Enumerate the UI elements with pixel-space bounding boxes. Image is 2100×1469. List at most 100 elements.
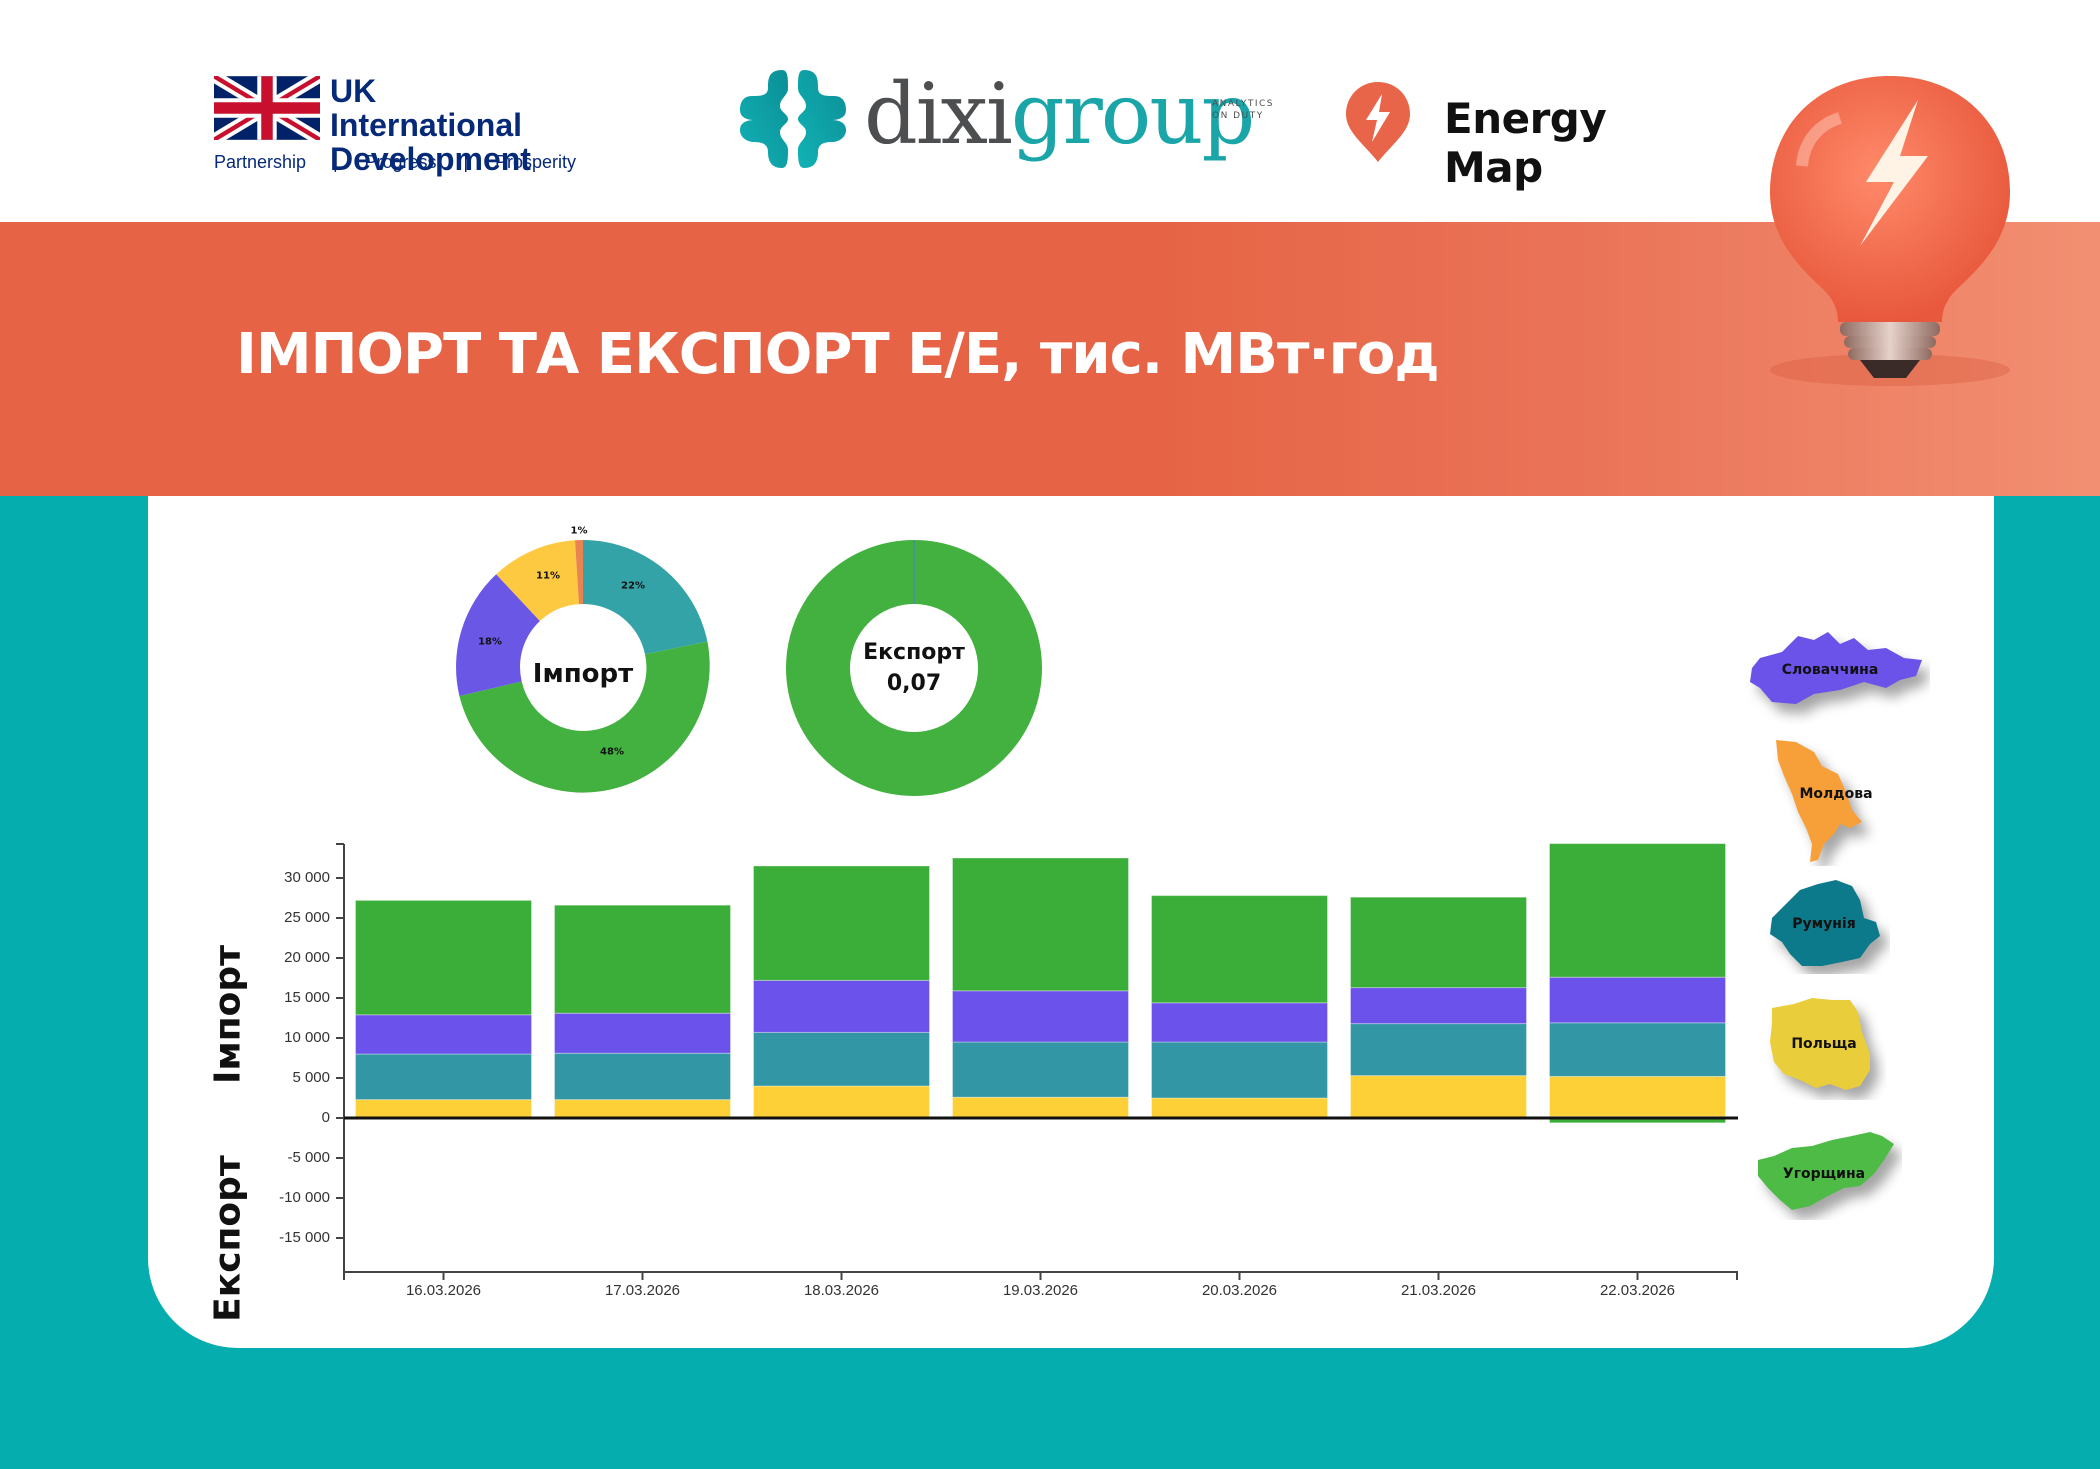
uk-logo-line2: Development xyxy=(330,141,531,177)
hungary-map-icon xyxy=(1758,1132,1894,1210)
tagline-partnership: Partnership xyxy=(214,152,307,172)
y-tick-label: 20 000 xyxy=(284,949,330,966)
x-tick-label: 21.03.2026 xyxy=(1400,1282,1477,1299)
poland-map-icon xyxy=(1770,998,1870,1090)
import-donut-chart: Імпорт 22% 48% 18% 11% 1% xyxy=(456,526,710,794)
legend-label-moldova: Молдова xyxy=(1799,786,1873,802)
uk-international-development-logo: UK International Development Partnership… xyxy=(214,74,576,176)
bar-segment xyxy=(1151,1002,1328,1043)
legend-country-slovakia: Словаччина xyxy=(1730,624,1930,724)
y-tick-label: -10 000 xyxy=(279,1189,330,1206)
energy-map-logo: Energy Map xyxy=(1344,80,1704,192)
x-tick-label: 22.03.2026 xyxy=(1599,1282,1676,1299)
uk-logo-taglines: Partnership | Progress | Prosperity xyxy=(214,152,576,173)
bar-segment xyxy=(1350,896,1527,989)
union-jack-flag-icon xyxy=(214,76,320,140)
romania-map-icon xyxy=(1770,880,1880,966)
export-donut-svg xyxy=(786,540,1042,796)
lightbulb-illustration-icon xyxy=(1770,76,2010,386)
moldova-map-icon xyxy=(1776,740,1862,862)
x-tick-label: 20.03.2026 xyxy=(1201,1282,1278,1299)
uk-logo-line1: UK International xyxy=(330,73,523,143)
tagline-progress: Progress xyxy=(364,152,437,172)
slice-label-hungary: 48% xyxy=(600,746,624,758)
legend-country-romania: Румунія xyxy=(1760,874,1890,974)
y-tick-label: 5 000 xyxy=(292,1069,330,1086)
slovakia-map-icon xyxy=(1750,632,1922,704)
y-tick-label: 10 000 xyxy=(284,1029,330,1046)
slice-label-poland: 11% xyxy=(536,570,560,582)
legend-label-hungary: Угорщина xyxy=(1782,1166,1866,1182)
bar-segment xyxy=(1350,987,1527,1025)
y-tick-label: -15 000 xyxy=(279,1229,330,1246)
lightning-pin-icon xyxy=(1346,82,1410,162)
bar-segment xyxy=(1350,1023,1527,1077)
bar-segment xyxy=(554,904,731,1014)
legend-label-poland: Польща xyxy=(1791,1036,1857,1052)
tagline-prosperity: Prosperity xyxy=(494,152,576,172)
x-tick-label: 18.03.2026 xyxy=(803,1282,880,1299)
import-export-bar-chart: Імпорт Експорт 30 000 25 000 20 000 15 000 1… xyxy=(200,830,1760,1322)
export-donut-chart: Експорт 0,07 xyxy=(786,540,1042,796)
legend-country-hungary: Угорщина xyxy=(1752,1130,1902,1220)
y-tick-label: -5 000 xyxy=(287,1149,330,1166)
bar-segment xyxy=(952,857,1129,992)
slice-label-romania: 22% xyxy=(621,580,645,592)
import-donut-svg xyxy=(456,540,710,793)
dixigroup-wordmark: dixigroup xyxy=(864,64,1255,164)
uk-logo-title: UK International Development xyxy=(330,74,576,176)
dixigroup-logo: dixigroup ANALYTICS ON DUTY xyxy=(738,64,1278,176)
bar-segment xyxy=(1350,1075,1527,1119)
bar-segment xyxy=(1549,843,1726,978)
header xyxy=(0,0,2100,222)
y-tick-label: 15 000 xyxy=(284,989,330,1006)
dixigroup-word-group: group xyxy=(1010,65,1255,163)
dixigroup-sub-line1: ANALYTICS xyxy=(1212,99,1275,109)
bar-segment xyxy=(554,1012,731,1054)
export-donut-label: Експорт xyxy=(863,640,965,665)
bar-segment xyxy=(1549,1022,1726,1077)
export-donut-value: 0,07 xyxy=(886,671,942,696)
bar-segment xyxy=(554,1099,731,1119)
y-tick-label: 0 xyxy=(321,1109,330,1126)
tagline-divider: | xyxy=(332,152,338,172)
bar-segment xyxy=(753,979,930,1033)
x-tick-label: 17.03.2026 xyxy=(604,1282,681,1299)
title-banner xyxy=(0,222,2100,496)
page-title: ІМПОРТ ТА ЕКСПОРТ Е/Е, тис. МВт·год xyxy=(236,322,1440,387)
bar-segment xyxy=(355,1014,532,1055)
bar-segment xyxy=(753,1085,930,1119)
import-donut-center: Імпорт xyxy=(456,540,710,808)
y-tick-label: 30 000 xyxy=(284,869,330,886)
import-donut-label: Імпорт xyxy=(532,659,634,689)
x-tick-label: 19.03.2026 xyxy=(1002,1282,1079,1299)
slice-label-moldova: 1% xyxy=(570,525,588,537)
legend-label-slovakia: Словаччина xyxy=(1781,662,1879,678)
energy-map-text: Energy Map xyxy=(1444,94,1607,192)
dixigroup-sub-line2: ON DUTY xyxy=(1212,111,1264,121)
bar-segment xyxy=(1549,976,1726,1024)
legend-label-romania: Румунія xyxy=(1792,916,1856,932)
bar-segment xyxy=(1151,1041,1328,1099)
export-donut-center: Експорт 0,07 xyxy=(786,540,1042,796)
dixigroup-mark-icon xyxy=(740,70,846,168)
bar-segment xyxy=(554,1052,731,1101)
dixigroup-word-dixi: dixi xyxy=(864,65,1013,163)
bar-chart-plot xyxy=(336,843,1738,1280)
tagline-divider: | xyxy=(463,152,469,172)
bar-segment xyxy=(753,865,930,981)
bar-segment xyxy=(1151,1097,1328,1119)
bar-segment xyxy=(952,1041,1129,1098)
x-tick-label: 16.03.2026 xyxy=(405,1282,482,1299)
legend-country-moldova: Молдова xyxy=(1762,736,1892,866)
legend-country-poland: Польща xyxy=(1766,996,1886,1100)
bar-segment xyxy=(355,1053,532,1101)
bar-segment xyxy=(355,899,532,1016)
bar-segment xyxy=(952,1096,1129,1119)
bar-segment xyxy=(1549,1075,1726,1117)
bar-segment xyxy=(952,990,1129,1043)
slice-label-slovakia: 18% xyxy=(478,636,502,648)
bar-segment xyxy=(1151,895,1328,1004)
dixigroup-subtitle: ANALYTICS ON DUTY xyxy=(1212,98,1274,122)
y-tick-label: 25 000 xyxy=(284,909,330,926)
